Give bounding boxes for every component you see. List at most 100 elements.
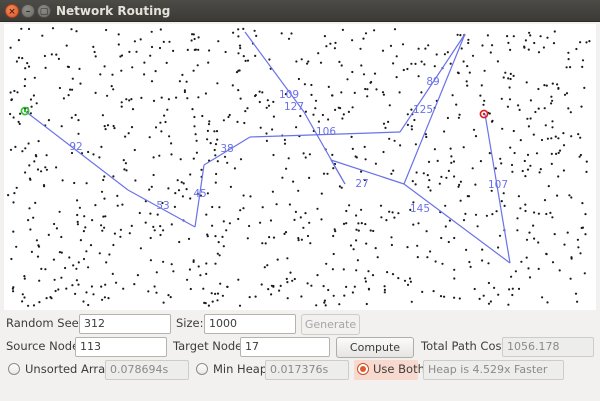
- graph-node: [60, 251, 63, 254]
- graph-node: [260, 283, 263, 286]
- use-both-radio[interactable]: [357, 363, 369, 375]
- unsorted-array-radio[interactable]: [8, 363, 20, 375]
- graph-node: [255, 34, 258, 37]
- source-node-input[interactable]: 113: [75, 337, 167, 357]
- graph-node: [381, 91, 385, 94]
- graph-node: [82, 300, 85, 303]
- min-heap-radio[interactable]: [196, 363, 208, 375]
- graph-node: [73, 181, 76, 185]
- graph-node: [13, 192, 16, 195]
- graph-node: [388, 210, 391, 213]
- graph-node: [38, 301, 41, 304]
- graph-node: [57, 288, 60, 291]
- maximize-window-icon[interactable]: ▢: [37, 4, 51, 18]
- graph-node: [186, 97, 189, 100]
- source-node-marker: [20, 106, 30, 116]
- edge-cost-label: 125: [413, 104, 433, 116]
- graph-node: [12, 286, 15, 289]
- graph-node: [207, 123, 211, 126]
- graph-node: [170, 153, 173, 156]
- graph-node: [265, 139, 268, 142]
- graph-node: [528, 276, 532, 279]
- random-seed-input[interactable]: 312: [79, 314, 171, 334]
- graph-node: [235, 71, 239, 74]
- graph-node: [239, 209, 242, 212]
- graph-node: [217, 40, 220, 43]
- graph-node: [449, 62, 452, 65]
- graph-node: [154, 70, 157, 73]
- graph-node: [265, 106, 268, 109]
- graph-node: [272, 284, 275, 288]
- graph-node: [374, 162, 377, 165]
- graph-node: [456, 33, 459, 36]
- graph-node: [557, 137, 560, 140]
- graph-node: [414, 62, 417, 65]
- graph-node: [33, 76, 36, 79]
- graph-node: [167, 294, 170, 297]
- graph-node: [214, 154, 217, 157]
- graph-node: [345, 222, 348, 225]
- graph-node: [393, 28, 397, 31]
- graph-node: [272, 236, 276, 239]
- graph-node: [576, 238, 580, 241]
- graph-node: [144, 221, 147, 224]
- graph-node: [562, 144, 566, 147]
- graph-node: [112, 88, 115, 91]
- graph-node: [158, 154, 161, 157]
- graph-node: [479, 94, 482, 97]
- graph-node: [94, 91, 97, 94]
- graph-node: [526, 117, 529, 120]
- graph-node: [16, 91, 19, 94]
- use-both-label[interactable]: Use Both: [373, 362, 425, 376]
- graph-node: [216, 160, 219, 163]
- unsorted-array-label[interactable]: Unsorted Array: [25, 362, 112, 376]
- generate-button[interactable]: Generate: [301, 314, 360, 335]
- compute-cost-button[interactable]: Compute Cost: [336, 337, 414, 373]
- graph-node: [537, 212, 541, 215]
- graph-node: [456, 71, 460, 74]
- path-edge: [194, 164, 205, 228]
- graph-node: [359, 47, 362, 50]
- graph-node: [575, 47, 578, 51]
- min-heap-label[interactable]: Min Heap: [213, 362, 268, 376]
- graph-node: [473, 287, 476, 291]
- graph-node: [192, 259, 195, 262]
- graph-node: [541, 296, 544, 299]
- minimize-window-icon[interactable]: –: [21, 4, 35, 18]
- target-node-input[interactable]: 17: [240, 337, 330, 357]
- graph-node: [199, 194, 202, 197]
- graph-node: [223, 155, 227, 158]
- graph-node: [304, 212, 307, 215]
- size-input[interactable]: 1000: [204, 314, 296, 334]
- graph-node: [289, 271, 292, 274]
- graph-node: [53, 278, 56, 281]
- graph-node: [467, 195, 471, 198]
- graph-node: [169, 296, 172, 299]
- close-window-icon[interactable]: ×: [5, 4, 19, 18]
- graph-node: [159, 225, 162, 228]
- path-edge: [399, 33, 466, 133]
- graph-node: [176, 179, 179, 182]
- graph-node: [403, 279, 407, 282]
- graph-node: [423, 63, 426, 66]
- graph-node: [43, 54, 47, 58]
- graph-node: [249, 195, 252, 198]
- graph-node: [23, 277, 26, 280]
- graph-node: [155, 291, 158, 294]
- graph-node: [275, 203, 278, 206]
- graph-node: [421, 290, 424, 293]
- graph-node: [120, 69, 123, 72]
- graph-node: [108, 253, 111, 256]
- graph-node: [103, 65, 106, 68]
- graph-node: [462, 146, 465, 149]
- graph-node: [331, 268, 334, 271]
- graph-node: [164, 120, 167, 124]
- graph-node: [216, 82, 219, 85]
- graph-node: [348, 204, 351, 207]
- graph-node: [125, 169, 128, 172]
- graph-node: [24, 147, 27, 150]
- graph-node: [237, 35, 240, 38]
- graph-canvas[interactable]: 92 53 45 38 106 109 127 27 89 125 145 107: [4, 24, 596, 310]
- graph-node: [551, 126, 554, 129]
